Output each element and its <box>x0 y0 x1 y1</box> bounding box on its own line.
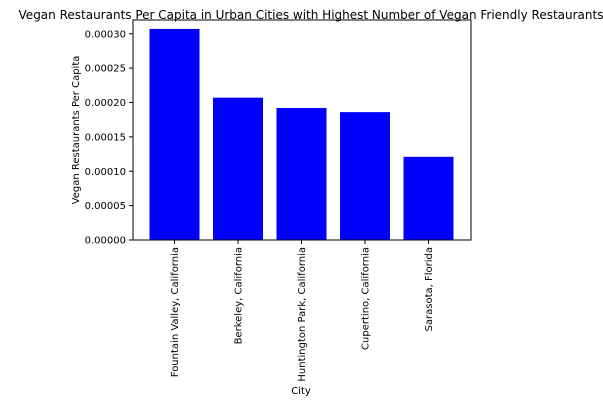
bar-0 <box>149 28 200 240</box>
x-axis-label: City <box>291 386 311 397</box>
y-tick-label-4: 0.00020 <box>85 98 126 109</box>
bar-1 <box>213 97 263 240</box>
bar-2 <box>276 108 327 240</box>
x-tick-label-1: Berkeley, California <box>234 247 245 344</box>
y-tick-label-5: 0.00025 <box>85 64 126 75</box>
x-tick-label-3: Cupertino, California <box>361 247 372 350</box>
x-axis: Fountain Valley, California Berkeley, Cal… <box>170 240 435 382</box>
y-tick-label-0: 0.00000 <box>85 236 126 247</box>
bar-3 <box>340 112 390 240</box>
y-axis: 0.00000 0.00005 0.00010 0.00015 0.00020 0.000… <box>85 29 133 247</box>
x-tick-label-0: Fountain Valley, California <box>170 247 181 377</box>
y-tick-label-3: 0.00015 <box>85 132 126 143</box>
x-tick-label-2: Huntington Park, California <box>297 247 308 382</box>
y-tick-label-2: 0.00010 <box>85 167 126 178</box>
y-axis-label: Vegan Restaurants Per Capita <box>71 56 82 205</box>
bars-group <box>149 28 454 240</box>
y-tick-label-6: 0.00030 <box>85 29 126 40</box>
y-tick-label-1: 0.00005 <box>85 201 126 212</box>
bar-4 <box>403 156 454 240</box>
x-tick-label-4: Sarasota, Florida <box>424 247 435 331</box>
chart-title: Vegan Restaurants Per Capita in Urban Ci… <box>19 8 603 22</box>
